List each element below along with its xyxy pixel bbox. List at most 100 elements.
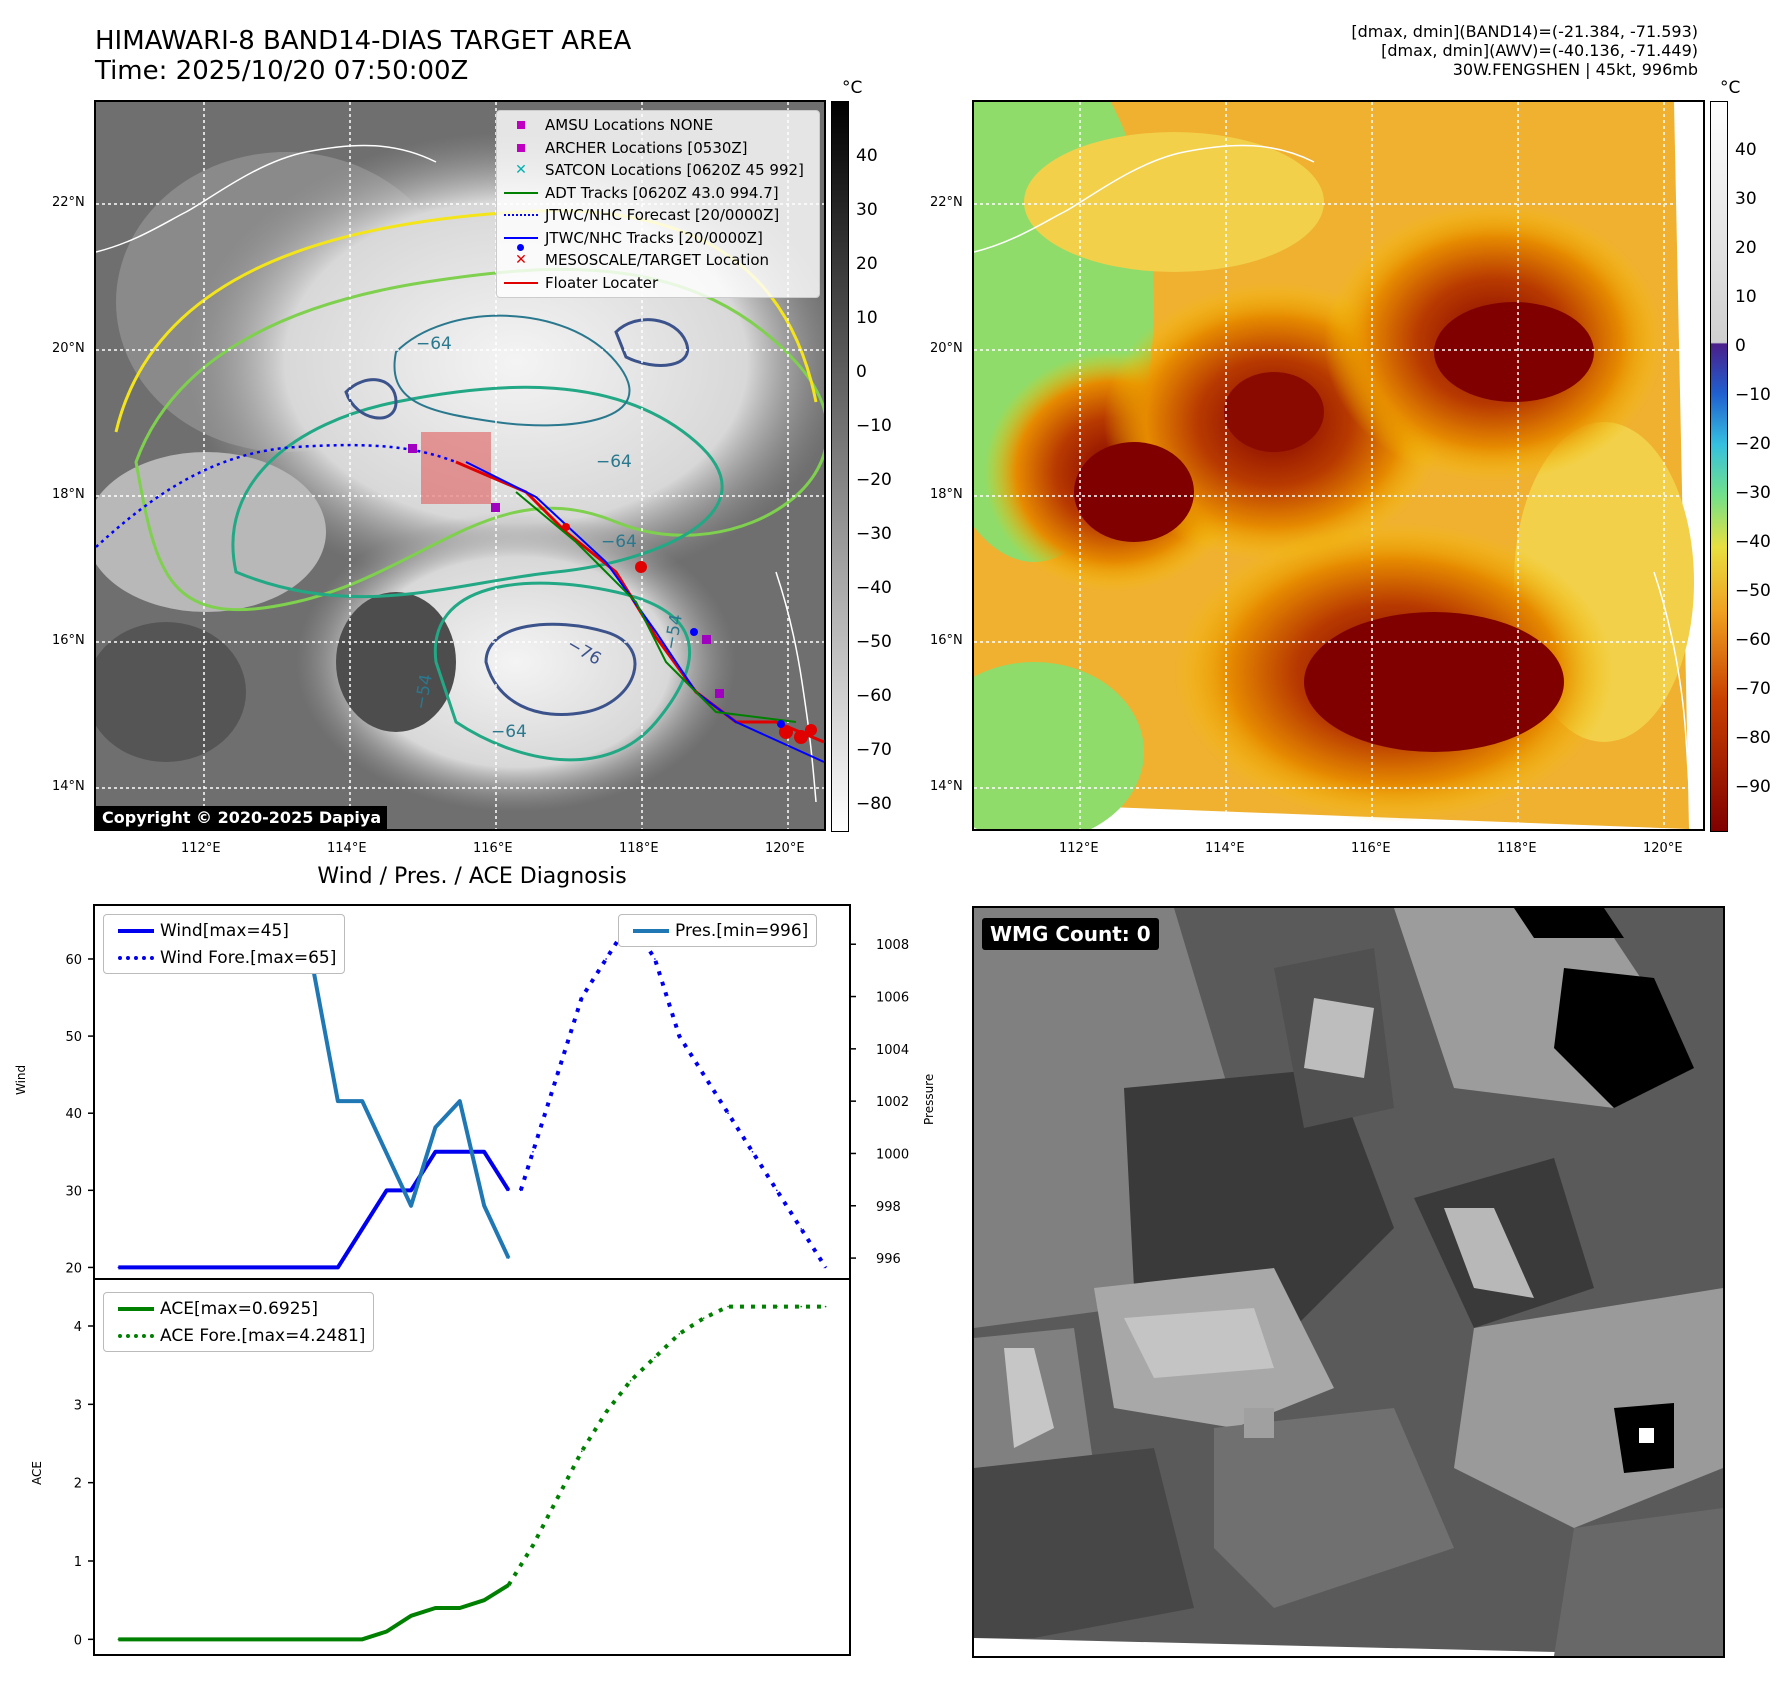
data-point xyxy=(654,1356,656,1359)
data-point xyxy=(361,1228,364,1230)
y-tick-label: 40 xyxy=(65,1107,82,1122)
data-point xyxy=(605,1411,607,1413)
data-point xyxy=(727,1305,729,1308)
data-point xyxy=(410,1189,412,1192)
right-colorbar-unit: °C xyxy=(1720,78,1741,98)
y-tick-label: 2 xyxy=(74,1477,82,1492)
data-point xyxy=(678,1035,681,1037)
contour-label-1: −64 xyxy=(416,334,452,354)
data-point xyxy=(410,1204,412,1207)
series-line-0 xyxy=(118,1583,510,1642)
legend-item-floater: Floater Locater xyxy=(497,272,819,295)
data-point xyxy=(678,1333,681,1335)
legend-item-satcon: ✕ SATCON Locations [0620Z 45 992] xyxy=(497,159,819,182)
legend-item-archer: ARCHER Locations [0530Z] xyxy=(497,137,819,160)
data-point xyxy=(556,1497,559,1500)
data-point xyxy=(361,1100,364,1102)
data-point xyxy=(263,1638,266,1641)
data-point xyxy=(751,1150,754,1153)
right-colorbar xyxy=(1710,101,1728,832)
wmg-count-label: WMG Count: 0 xyxy=(982,918,1159,950)
square-marker-icon xyxy=(517,121,525,130)
y-tick-label: 1000 xyxy=(876,1147,909,1162)
legend-item-ace: ACE[max=0.6925] xyxy=(112,1295,365,1322)
dotted-line-icon xyxy=(118,1333,154,1338)
data-point xyxy=(190,1266,193,1269)
ace-axes: 0 1 2 3 4 xyxy=(74,1278,851,1656)
x-marker-icon: ✕ xyxy=(515,252,527,269)
data-point xyxy=(117,1638,120,1641)
data-point xyxy=(239,1266,242,1269)
data-point xyxy=(702,1073,705,1076)
data-point xyxy=(800,1228,803,1230)
data-point xyxy=(507,1257,510,1259)
info-line-1: [dmax, dmin](BAND14)=(-21.384, -71.593) xyxy=(1351,22,1698,41)
data-point xyxy=(483,1204,485,1207)
title-line-2: Time: 2025/10/20 07:50:00Z xyxy=(95,56,469,86)
data-point xyxy=(434,1607,437,1609)
info-line-2: [dmax, dmin](AWV)=(-40.136, -71.449) xyxy=(1381,41,1698,60)
contour-label-4: −64 xyxy=(601,532,637,552)
data-point xyxy=(824,1266,827,1269)
pressure-legend: Pres.[min=996] xyxy=(618,914,818,947)
data-point xyxy=(776,1189,778,1192)
wmg-panel: WMG Count: 0 xyxy=(972,906,1725,1658)
figure-title: HIMAWARI-8 BAND14-DIAS TARGET AREA Time:… xyxy=(95,26,631,86)
data-point xyxy=(702,1317,705,1319)
legend-item-ace-fore: ACE Fore.[max=4.2481] xyxy=(112,1322,365,1349)
data-point xyxy=(337,1638,339,1641)
data-point xyxy=(629,1380,632,1382)
data-point xyxy=(141,1638,144,1641)
y-tick-label: 50 xyxy=(65,1030,82,1045)
y-tick-label: 1006 xyxy=(876,991,909,1006)
title-line-1: HIMAWARI-8 BAND14-DIAS TARGET AREA xyxy=(95,26,632,56)
legend-item-jtwc-tracks: JTWC/NHC Tracks [20/0000Z] xyxy=(497,227,819,251)
data-point xyxy=(312,1266,315,1269)
solid-line-icon xyxy=(118,928,154,933)
y-tick-label: 996 xyxy=(876,1252,901,1267)
data-point xyxy=(751,1305,754,1308)
data-point xyxy=(532,1150,534,1153)
diagnosis-chart: 20 30 40 50 60 996 998 1000 1002 1004 1006 1008 0 1… xyxy=(65,904,909,1656)
data-point xyxy=(605,958,607,960)
wv-map-image xyxy=(974,102,1703,829)
y-tick-label: 1 xyxy=(74,1555,82,1570)
y-tick-label: 30 xyxy=(65,1184,82,1199)
legend-item-target: ✕ MESOSCALE/TARGET Location xyxy=(497,249,819,272)
data-point xyxy=(434,1150,437,1153)
data-point xyxy=(337,1266,339,1269)
left-colorbar-unit: °C xyxy=(842,78,863,98)
contour-label-3: −64 xyxy=(491,722,527,742)
data-point xyxy=(288,1266,290,1269)
dotted-line-icon xyxy=(118,955,154,960)
storm-info: [dmax, dmin](BAND14)=(-21.384, -71.593) … xyxy=(1351,22,1698,79)
square-marker-icon xyxy=(517,143,525,152)
data-point xyxy=(824,1305,827,1308)
data-point xyxy=(727,1112,729,1115)
data-point xyxy=(337,1100,339,1102)
line-dot-icon xyxy=(504,236,538,239)
data-point xyxy=(263,1266,266,1269)
y-tick-label: 3 xyxy=(74,1398,82,1413)
data-point xyxy=(410,1615,412,1617)
diagnosis-title: Wind / Pres. / ACE Diagnosis xyxy=(317,864,627,889)
y-tick-label: 4 xyxy=(74,1320,82,1335)
data-point xyxy=(654,958,656,960)
x-marker-icon: ✕ xyxy=(515,162,527,179)
ace-legend: ACE[max=0.6925] ACE Fore.[max=4.2481] xyxy=(103,1292,375,1352)
ir-map-panel: −64 −64 −64 −64 −54 −76 −54 AMSU Locatio… xyxy=(94,100,826,831)
data-point xyxy=(776,1305,778,1308)
data-point xyxy=(215,1638,217,1641)
data-point xyxy=(580,996,583,999)
data-point xyxy=(507,1584,510,1586)
data-point xyxy=(556,1073,559,1076)
y-tick-label: 1002 xyxy=(876,1095,909,1110)
data-point xyxy=(312,1638,315,1641)
pressure-ylabel: Pressure xyxy=(922,1073,936,1125)
data-point xyxy=(166,1638,168,1641)
series-line-0 xyxy=(118,1149,511,1270)
solid-line-icon xyxy=(118,1306,154,1311)
legend-item-amsu: AMSU Locations NONE xyxy=(497,114,819,137)
data-point xyxy=(532,1544,534,1547)
line-marker-icon xyxy=(504,281,538,284)
